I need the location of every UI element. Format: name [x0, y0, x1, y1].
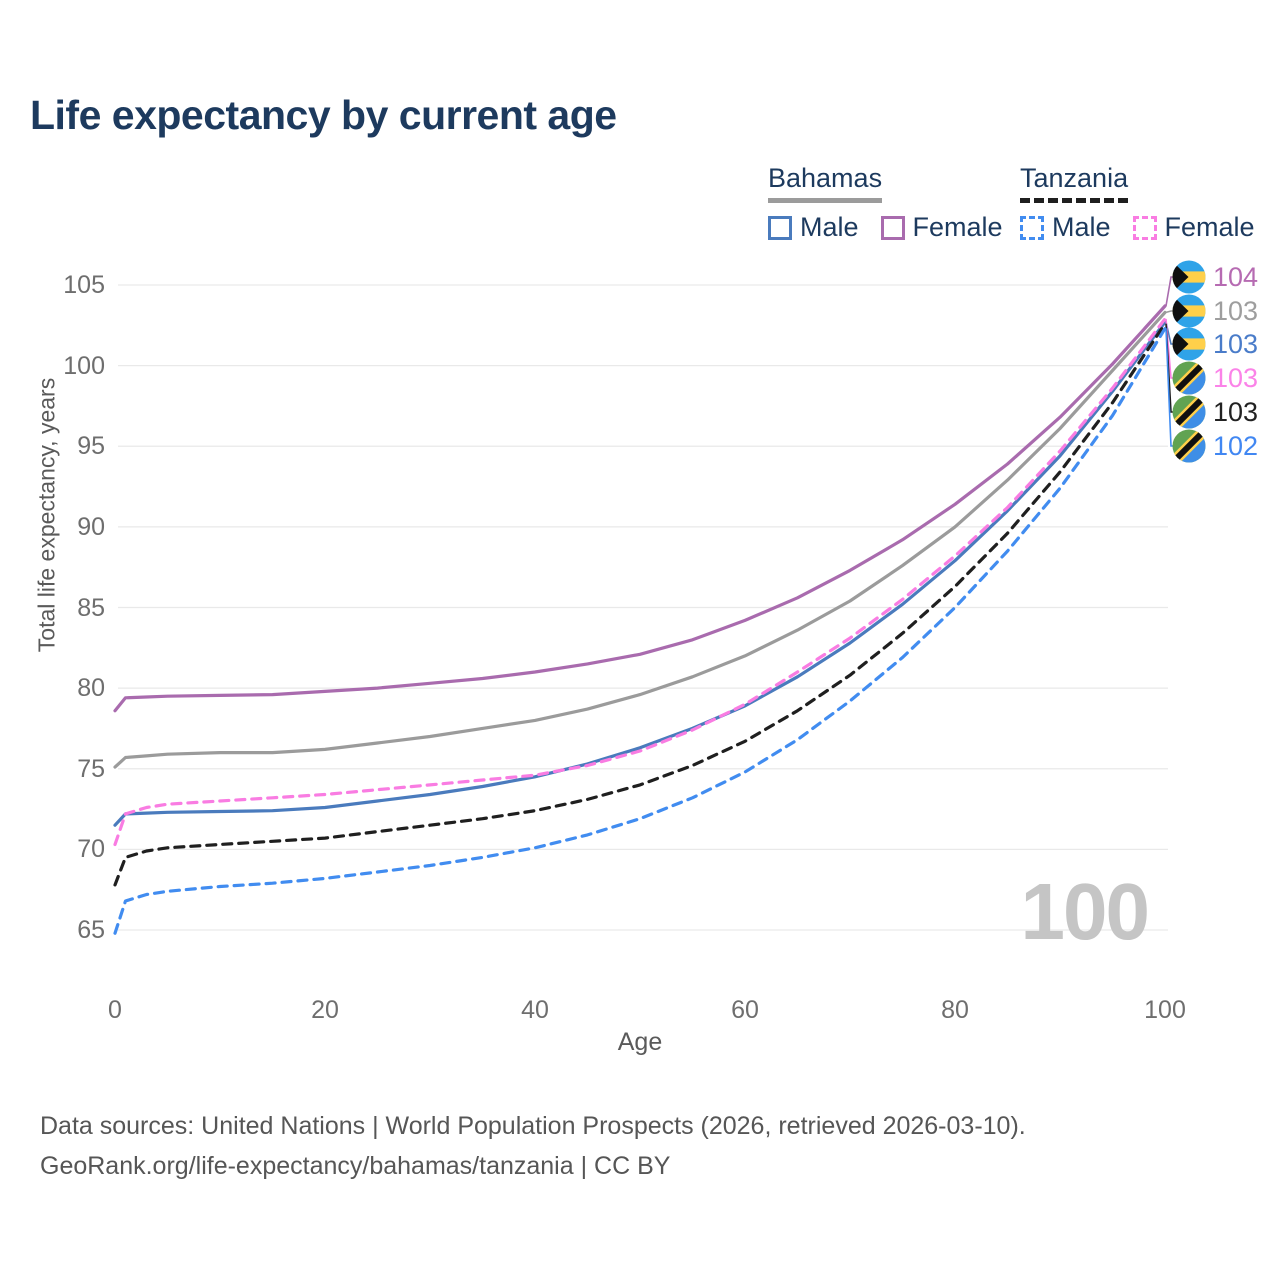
x-tick-label: 0: [108, 996, 122, 1024]
end-label-bahamas-male: 103: [1172, 327, 1258, 361]
y-tick-label: 80: [77, 674, 105, 703]
end-value: 103: [1213, 328, 1259, 359]
bahamas-line-style-sample: [768, 198, 883, 203]
page-title: Life expectancy by current age: [30, 92, 617, 138]
tanzania-female-swatch[interactable]: [1132, 215, 1157, 240]
x-tick-label: 100: [1144, 996, 1186, 1024]
end-value: 103: [1213, 362, 1259, 393]
y-tick-label: 105: [63, 271, 105, 299]
y-tick-label: 95: [77, 432, 105, 461]
series-line-tanzania-total: [113, 322, 1167, 887]
legend-item-tanzania-female[interactable]: Female: [1164, 212, 1255, 242]
legend-country-bahamas[interactable]: Bahamas: [768, 163, 883, 193]
bahamas-male-swatch[interactable]: [768, 215, 792, 240]
end-value: 102: [1213, 430, 1259, 461]
y-tick-label: 90: [77, 512, 105, 541]
end-label-bahamas-female: 104: [1172, 260, 1258, 294]
x-tick-label: 80: [941, 996, 969, 1024]
legend-group-bahamas: Bahamas Male Female: [768, 163, 1025, 243]
end-value: 103: [1213, 396, 1259, 427]
data-sources-line: Data sources: United Nations | World Pop…: [40, 1112, 1026, 1140]
legend-item-bahamas-male[interactable]: Male: [800, 212, 859, 242]
tanzania-flag-icon: [1172, 395, 1206, 429]
y-tick-label: 65: [77, 916, 105, 944]
series-line-bahamas-total: [113, 310, 1167, 769]
tanzania-line-style-sample: [1020, 198, 1129, 203]
bahamas-flag-icon: [1172, 327, 1206, 361]
legend-item-bahamas-female[interactable]: Female: [912, 212, 1003, 242]
bahamas-female-swatch[interactable]: [880, 215, 905, 240]
x-tick-label: 40: [521, 996, 549, 1024]
end-value: 103: [1213, 295, 1259, 326]
end-label-bahamas-total: 103: [1172, 294, 1258, 328]
footer: Data sources: United Nations | World Pop…: [40, 1106, 1026, 1186]
end-value: 104: [1213, 261, 1259, 292]
end-label-tanzania-male: 102: [1172, 429, 1258, 463]
legend-country-tanzania[interactable]: Tanzania: [1020, 163, 1129, 193]
legend-item-tanzania-male[interactable]: Male: [1052, 212, 1111, 242]
y-tick-label: 85: [77, 593, 105, 622]
end-label-tanzania-female: 103: [1172, 361, 1258, 395]
tanzania-flag-icon: [1172, 429, 1206, 463]
end-label-tanzania-total: 103: [1172, 395, 1258, 429]
attribution-line: GeoRank.org/life-expectancy/bahamas/tanz…: [40, 1152, 671, 1180]
y-tick-label: 75: [77, 754, 105, 783]
x-axis-title: Age: [617, 1028, 663, 1056]
series-line-bahamas-female: [113, 304, 1167, 713]
x-tick-label: 60: [731, 996, 759, 1024]
hovered-age-watermark: 100: [1020, 867, 1150, 956]
bahamas-flag-icon: [1172, 294, 1206, 328]
tanzania-male-swatch[interactable]: [1020, 215, 1044, 240]
series-line-tanzania-male: [113, 326, 1167, 935]
bahamas-flag-icon: [1172, 260, 1206, 294]
legend-group-tanzania: Tanzania Male Female: [1020, 163, 1277, 243]
y-tick-label: 100: [63, 351, 105, 380]
series-line-tanzania-female: [113, 317, 1167, 847]
tanzania-flag-icon: [1172, 361, 1206, 395]
x-tick-label: 20: [311, 996, 339, 1024]
y-tick-label: 70: [77, 835, 105, 864]
